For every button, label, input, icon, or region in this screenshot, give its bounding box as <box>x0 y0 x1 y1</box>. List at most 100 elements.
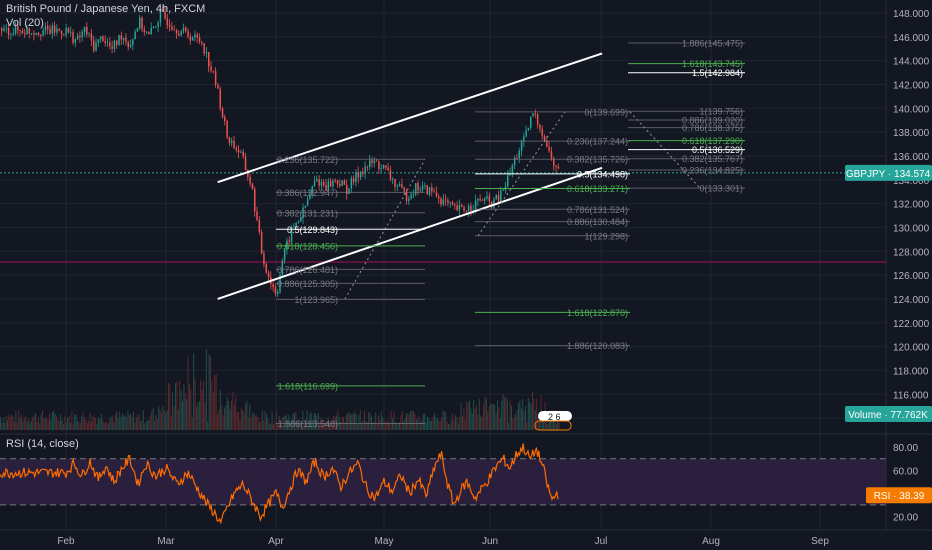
candle-body <box>408 198 410 201</box>
candle-body <box>539 124 541 130</box>
volume-bar <box>44 417 46 430</box>
candle-body <box>256 211 258 220</box>
volume-label[interactable]: Vol (20) <box>6 17 44 29</box>
volume-bar <box>165 413 167 430</box>
volume-bar <box>350 414 351 430</box>
candle-body <box>346 184 348 194</box>
volume-bars <box>0 349 560 430</box>
volume-bar <box>263 420 265 430</box>
volume-bar <box>547 423 549 430</box>
volume-bar <box>294 413 295 430</box>
volume-bar <box>504 397 505 430</box>
candle-body <box>5 27 8 29</box>
volume-bar <box>425 422 427 430</box>
candle-body <box>382 165 385 169</box>
volume-bar <box>49 413 50 430</box>
candle-body <box>37 33 40 35</box>
volume-bar <box>114 414 116 430</box>
volume-bar <box>70 422 71 430</box>
volume-bar <box>250 418 252 430</box>
volume-bar <box>229 408 231 430</box>
candle-body <box>104 41 106 43</box>
candle-body <box>277 292 279 294</box>
candle-body <box>178 33 180 36</box>
event-mark-text: 2 6 <box>548 412 561 422</box>
volume-bar <box>448 423 449 430</box>
fib-level-label: 0.382(135.726) <box>567 155 628 165</box>
volume-bar <box>231 400 232 430</box>
volume-bar <box>317 412 319 430</box>
rsi-tick-label: 80.00 <box>893 443 918 454</box>
candle-body <box>371 160 373 163</box>
volume-bar <box>476 405 477 430</box>
volume-bar <box>453 419 455 430</box>
volume-bar <box>201 389 203 430</box>
volume-bar <box>383 419 385 430</box>
candle-body <box>290 226 293 242</box>
volume-bar <box>197 402 199 430</box>
volume-bar <box>369 412 371 430</box>
candle-body <box>316 179 318 182</box>
volume-bar <box>46 417 48 430</box>
candle-body <box>461 204 463 207</box>
candle-body <box>95 42 97 51</box>
candle-body <box>534 113 537 115</box>
volume-bar <box>459 417 461 430</box>
volume-bar <box>257 417 259 430</box>
volume-bar <box>288 414 290 430</box>
volume-bar <box>68 415 70 430</box>
volume-bar <box>310 412 312 430</box>
volume-bar <box>226 397 228 430</box>
volume-bar <box>120 417 122 430</box>
volume-bar <box>429 421 431 430</box>
candle-body <box>500 190 502 202</box>
candle-body <box>17 26 19 31</box>
candle-body <box>555 165 557 167</box>
volume-bar <box>450 419 452 430</box>
volume-bar <box>200 380 202 430</box>
volume-bar <box>102 420 104 430</box>
volume-bar <box>37 417 39 430</box>
volume-bar <box>427 416 428 430</box>
volume-bar <box>522 398 524 430</box>
volume-bar <box>523 411 525 430</box>
volume-bar <box>358 415 360 430</box>
rsi-label[interactable]: RSI (14, close) <box>6 438 79 450</box>
candle-body <box>332 180 334 187</box>
volume-bar <box>414 413 416 430</box>
volume-bar <box>287 419 288 430</box>
price-tick-label: 140.000 <box>893 104 930 115</box>
candle-body <box>438 196 440 199</box>
volume-bar <box>110 416 112 430</box>
volume-bar <box>61 420 63 430</box>
volume-bar <box>103 422 105 430</box>
volume-bar <box>470 408 472 430</box>
candle-body <box>495 195 497 200</box>
fib-level-label: 0(139.699) <box>584 107 628 117</box>
candle-body <box>194 34 196 38</box>
candle-body <box>152 26 155 29</box>
volume-bar <box>215 373 217 430</box>
volume-bar <box>212 392 214 430</box>
volume-bar <box>246 400 248 430</box>
candle-body <box>311 186 313 195</box>
candle-body <box>267 272 270 278</box>
time-tick-label: Mar <box>157 536 175 547</box>
volume-bar <box>4 422 6 430</box>
volume-bar <box>186 399 188 430</box>
volume-bar <box>359 410 361 430</box>
volume-bar <box>151 410 153 430</box>
volume-bar <box>372 422 374 430</box>
symbol-title[interactable]: British Pound / Japanese Yen, 4h, FXCM <box>6 3 206 15</box>
candle-body <box>394 179 396 187</box>
volume-bar <box>85 420 87 430</box>
candle-body <box>210 66 212 71</box>
price-tick-label: 134.000 <box>893 176 930 187</box>
candle-body <box>502 189 504 191</box>
candles <box>1 3 560 297</box>
volume-bar <box>205 349 207 430</box>
fib-level-label: 1(129.298) <box>584 231 628 241</box>
candle-body <box>30 33 33 34</box>
candle-body <box>224 117 226 122</box>
